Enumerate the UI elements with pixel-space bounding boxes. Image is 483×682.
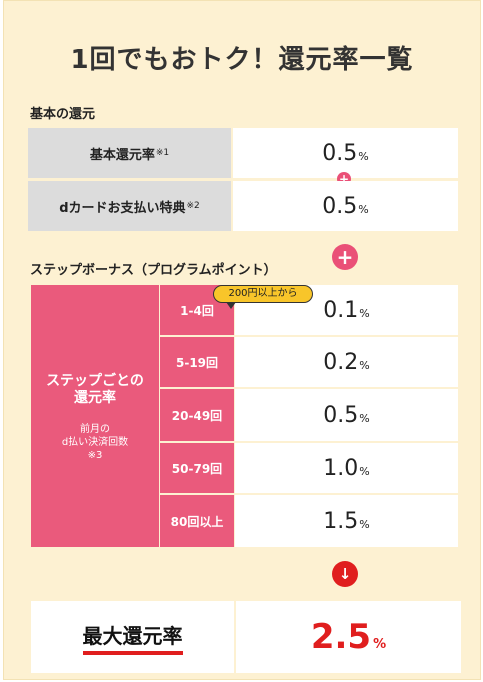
basic-rate-unit: %: [358, 149, 369, 163]
step-group-sub-line2: d払い決済回数: [61, 437, 129, 448]
arrow-down-icon: ↓: [332, 561, 358, 587]
page-title: 1回でもおトク！還元率一覧: [70, 45, 414, 75]
step-group-title-line1: ステップごとの: [46, 373, 144, 389]
step-row-unit: %: [359, 411, 370, 425]
step-row-number: 0.1: [323, 297, 359, 323]
max-rate-value: 2.5%: [236, 601, 461, 673]
dcard-benefit-label: dカードお支払い特典 ※2: [28, 181, 231, 231]
step-row-label: 20-49回: [160, 389, 234, 441]
dcard-benefit-unit: %: [358, 202, 369, 216]
dcard-benefit-note: ※2: [186, 201, 200, 211]
minimum-amount-badge: 200円以上から: [213, 285, 313, 303]
step-row-number: 0.5: [323, 402, 359, 428]
step-row-value: 0.2%: [235, 337, 458, 387]
step-row-number: 0.2: [323, 349, 359, 375]
max-rate-unit: %: [373, 636, 387, 652]
badge-pointer: [226, 302, 236, 309]
step-row-label: 80回以上: [160, 495, 234, 547]
step-row-value: 1.0%: [235, 443, 458, 493]
bonus-section-label: ステップボーナス（プログラムポイント）: [30, 263, 277, 278]
step-group-title: ステップごとの 還元率: [31, 373, 159, 407]
basic-rate-value: 0.5%: [233, 128, 458, 178]
dcard-benefit-number: 0.5: [322, 193, 358, 219]
max-rate-number: 2.5: [310, 617, 372, 657]
step-group-sub-line3: ※3: [87, 450, 103, 461]
step-row-value: 0.1%: [235, 285, 458, 335]
step-row-unit: %: [359, 358, 370, 372]
basic-rate-label-text: 基本還元率: [89, 147, 155, 163]
max-rate-label-text: 最大還元率: [82, 620, 183, 655]
step-row-number: 1.0: [323, 455, 359, 481]
step-row-unit: %: [359, 517, 370, 531]
step-group-subtitle: 前月の d払い決済回数 ※3: [31, 423, 159, 462]
step-row-number: 1.5: [323, 508, 359, 534]
step-group-title-line2: 還元率: [74, 390, 116, 406]
step-row-label: 5-19回: [160, 337, 234, 387]
step-row-unit: %: [359, 306, 370, 320]
step-row-value: 0.5%: [235, 389, 458, 441]
step-group-sub-line1: 前月の: [80, 424, 110, 435]
step-row-unit: %: [359, 464, 370, 478]
basic-section-label: 基本の還元: [30, 107, 96, 122]
basic-rate-number: 0.5: [322, 140, 358, 166]
rate-panel: 1回でもおトク！還元率一覧 基本の還元 基本還元率 ※1 0.5% + dカードお…: [3, 0, 481, 680]
step-row-value: 1.5%: [235, 495, 458, 547]
step-group-label: ステップごとの 還元率 前月の d払い決済回数 ※3: [31, 285, 159, 547]
dcard-benefit-value: 0.5%: [233, 181, 458, 231]
max-rate-label: 最大還元率: [31, 601, 234, 673]
dcard-benefit-label-text: dカードお支払い特典: [59, 200, 186, 216]
basic-rate-label: 基本還元率 ※1: [28, 128, 231, 178]
step-row-label: 50-79回: [160, 443, 234, 493]
basic-rate-note: ※1: [155, 148, 170, 158]
plus-icon: +: [332, 244, 358, 270]
